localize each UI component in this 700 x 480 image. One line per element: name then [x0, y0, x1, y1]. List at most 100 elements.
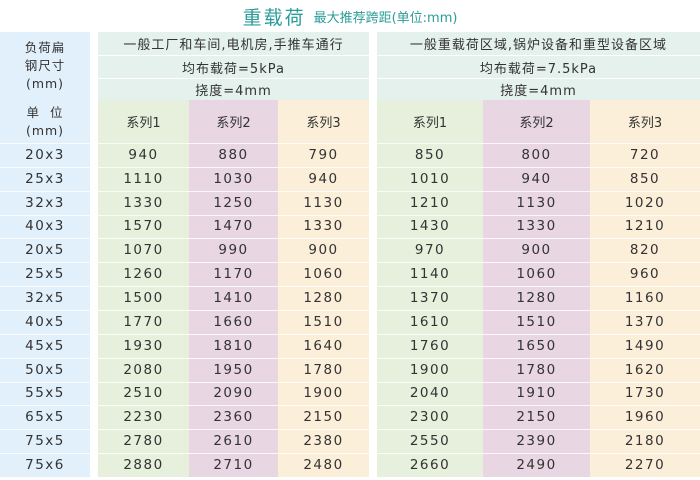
value-cell: 850	[590, 166, 700, 191]
value-cell: 960	[590, 262, 700, 287]
value-cell: 1280	[483, 286, 590, 310]
value-cell: 1210	[590, 214, 700, 239]
value-cell: 2270	[590, 453, 700, 477]
row-divider	[0, 286, 700, 288]
series-header: 系列2	[483, 100, 590, 143]
value-cell: 1110	[98, 166, 189, 191]
group2-application: 一般重载荷区域,锅炉设备和重型设备区域	[377, 32, 700, 55]
value-cell: 1960	[590, 405, 700, 430]
value-cell: 1640	[278, 333, 369, 358]
value-cell: 1900	[278, 381, 369, 406]
value-cell: 940	[98, 143, 189, 167]
series-header: 系列1	[98, 100, 189, 143]
value-cell: 2090	[189, 381, 278, 406]
row-divider	[0, 214, 700, 216]
value-cell: 1370	[590, 310, 700, 334]
row-divider	[0, 405, 700, 407]
value-cell: 1010	[377, 166, 483, 191]
row-divider	[0, 166, 700, 168]
series-header: 系列2	[189, 100, 278, 143]
value-cell: 940	[278, 166, 369, 191]
value-cell: 820	[590, 238, 700, 263]
value-cell: 1260	[98, 262, 189, 287]
value-cell: 1900	[377, 357, 483, 382]
value-cell: 790	[278, 143, 369, 167]
value-cell: 880	[189, 143, 278, 167]
value-cell: 1660	[189, 310, 278, 334]
value-cell: 1330	[98, 190, 189, 215]
value-cell: 1760	[377, 333, 483, 358]
value-cell: 2610	[189, 429, 278, 454]
value-cell: 1770	[98, 310, 189, 334]
row-divider	[0, 429, 700, 431]
value-cell: 2510	[98, 381, 189, 406]
value-cell: 990	[189, 238, 278, 263]
value-cell: 1020	[590, 190, 700, 215]
value-cell: 2230	[98, 405, 189, 430]
value-cell: 1780	[483, 357, 590, 382]
value-cell: 1570	[98, 214, 189, 239]
value-cell: 2040	[377, 381, 483, 406]
value-cell: 1070	[98, 238, 189, 263]
value-cell: 1130	[483, 190, 590, 215]
value-cell: 2150	[278, 405, 369, 430]
value-cell: 1210	[377, 190, 483, 215]
value-cell: 1330	[278, 214, 369, 239]
value-cell: 900	[278, 238, 369, 263]
value-cell: 2080	[98, 357, 189, 382]
value-cell: 1170	[189, 262, 278, 287]
row-size-cell: 20x5	[0, 238, 90, 263]
value-cell: 720	[590, 143, 700, 167]
value-cell: 1330	[483, 214, 590, 239]
series-header: 系列3	[590, 100, 700, 143]
value-cell: 2380	[278, 429, 369, 454]
value-cell: 2360	[189, 405, 278, 430]
value-cell: 1030	[189, 166, 278, 191]
title-sub: 最大推荐跨距(单位:mm)	[313, 10, 458, 26]
value-cell: 1650	[483, 333, 590, 358]
unit-header: 单 位 (mm)	[0, 100, 90, 143]
group2-load: 均布载荷=7.5kPa	[377, 56, 700, 78]
value-cell: 1620	[590, 357, 700, 382]
value-cell: 1430	[377, 214, 483, 239]
title-main: 重载荷	[242, 6, 306, 29]
value-cell: 1490	[590, 333, 700, 358]
value-cell: 1370	[377, 286, 483, 310]
value-cell: 2390	[483, 429, 590, 454]
row-divider	[0, 453, 700, 455]
value-cell: 2660	[377, 453, 483, 477]
row-divider	[0, 381, 700, 383]
value-cell: 940	[483, 166, 590, 191]
value-cell: 850	[377, 143, 483, 167]
row-divider	[0, 190, 700, 192]
value-cell: 2180	[590, 429, 700, 454]
value-cell: 2480	[278, 453, 369, 477]
row-size-cell: 65x5	[0, 405, 90, 430]
value-cell: 2300	[377, 405, 483, 430]
value-cell: 1510	[278, 310, 369, 334]
value-cell: 2710	[189, 453, 278, 477]
group1-application: 一般工厂和车间,电机房,手推车通行	[98, 32, 369, 55]
value-cell: 1160	[590, 286, 700, 310]
value-cell: 1780	[278, 357, 369, 382]
page-title: 重载荷 最大推荐跨距(单位:mm)	[0, 2, 700, 30]
row-size-cell: 32x3	[0, 190, 90, 215]
value-cell: 1610	[377, 310, 483, 334]
value-cell: 1810	[189, 333, 278, 358]
value-cell: 1130	[278, 190, 369, 215]
value-cell: 1500	[98, 286, 189, 310]
row-size-cell: 32x5	[0, 286, 90, 310]
row-divider	[0, 333, 700, 335]
group2-deflection: 挠度=4mm	[377, 79, 700, 100]
value-cell: 1730	[590, 381, 700, 406]
value-cell: 1910	[483, 381, 590, 406]
value-cell: 2150	[483, 405, 590, 430]
value-cell: 2780	[98, 429, 189, 454]
value-cell: 900	[483, 238, 590, 263]
series-header: 系列1	[377, 100, 483, 143]
row-divider	[0, 143, 700, 144]
value-cell: 2550	[377, 429, 483, 454]
row-divider	[0, 238, 700, 240]
row-size-cell: 55x5	[0, 381, 90, 406]
row-size-cell: 75x6	[0, 453, 90, 477]
